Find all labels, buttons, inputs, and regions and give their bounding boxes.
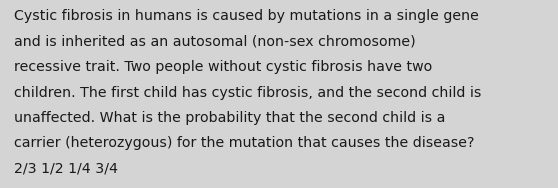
Text: children. The first child has cystic fibrosis, and the second child is: children. The first child has cystic fib… [14,86,482,99]
Text: unaffected. What is the probability that the second child is a: unaffected. What is the probability that… [14,111,445,125]
Text: Cystic fibrosis in humans is caused by mutations in a single gene: Cystic fibrosis in humans is caused by m… [14,9,479,23]
Text: carrier (heterozygous) for the mutation that causes the disease?: carrier (heterozygous) for the mutation … [14,136,474,150]
Text: recessive trait. Two people without cystic fibrosis have two: recessive trait. Two people without cyst… [14,60,432,74]
Text: 2/3 1/2 1/4 3/4: 2/3 1/2 1/4 3/4 [14,162,118,176]
Text: and is inherited as an autosomal (non-sex chromosome): and is inherited as an autosomal (non-se… [14,35,416,49]
